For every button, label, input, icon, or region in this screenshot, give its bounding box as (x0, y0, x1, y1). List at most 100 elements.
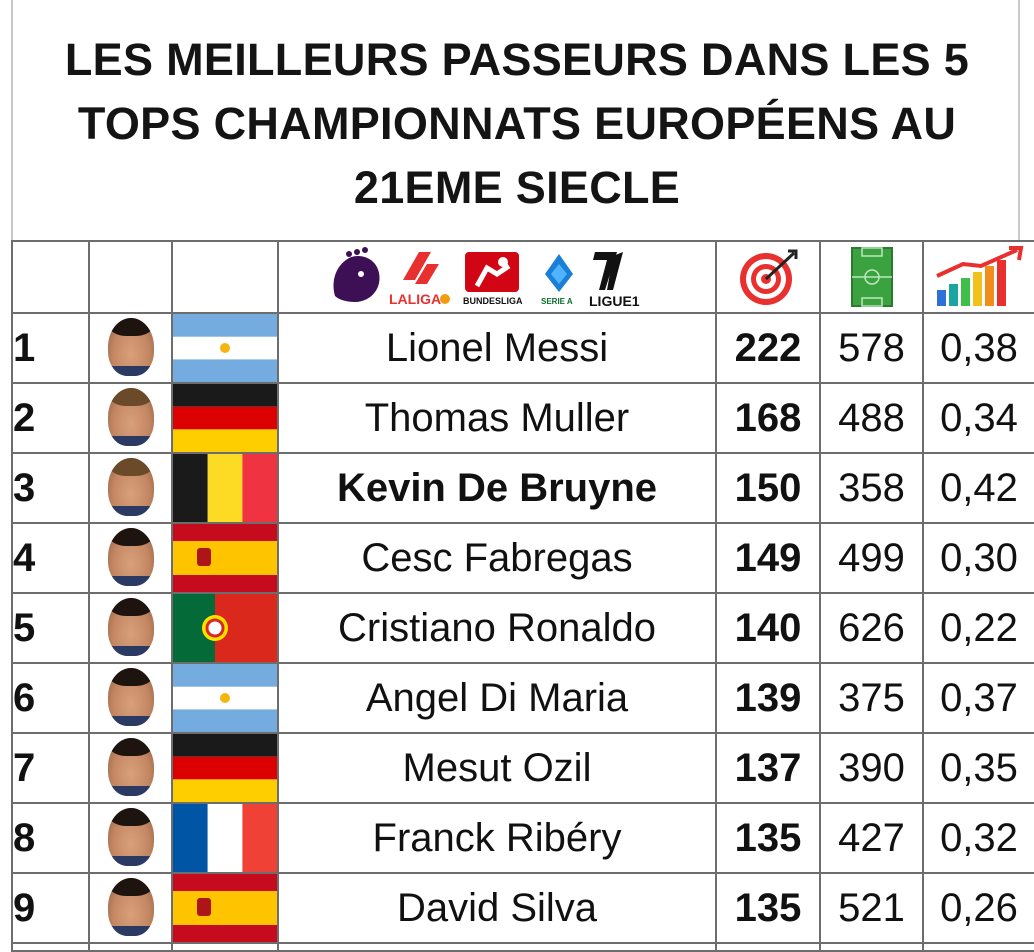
ratio-value: 0,42 (922, 452, 1034, 524)
avatar (107, 877, 154, 936)
assists-value: 150 (715, 452, 821, 524)
flag-cell (171, 802, 279, 874)
argentina-flag-icon (174, 665, 276, 731)
league-logos: LALIGA BUNDESLIGA (280, 243, 714, 311)
player-photo-cell (88, 732, 173, 804)
rank-cell: 2 (11, 382, 90, 454)
bar-chart-icon (936, 246, 1024, 306)
avatar (107, 457, 154, 516)
player-name: Mesut Ozil (277, 732, 717, 804)
table-row: 8 Franck Ribéry 135 427 0,32 (11, 802, 1034, 874)
ranking-table: LALIGA BUNDESLIGA (11, 240, 1034, 952)
league-logos-strip: LALIGA BUNDESLIGA (333, 247, 640, 309)
assists-value: 140 (715, 592, 821, 664)
player-name: David Silva (277, 872, 717, 944)
flag-cell (171, 452, 279, 524)
belgium-flag-icon (174, 455, 276, 521)
flag-cell (171, 312, 279, 384)
avatar (107, 807, 154, 866)
header-matches-cell (819, 240, 924, 314)
rank-cell: 3 (11, 452, 90, 524)
matches-value: 375 (819, 662, 924, 734)
rank-cell: 5 (11, 592, 90, 664)
player-name: Kevin De Bruyne (277, 452, 717, 524)
player-photo-cell (88, 802, 173, 874)
assists-value: 135 (715, 802, 821, 874)
player-name: Franck Ribéry (277, 802, 717, 874)
matches-value: 358 (819, 452, 924, 524)
ratio-value: 0,22 (922, 592, 1034, 664)
frame-border-right (1018, 0, 1020, 240)
matches-value: 626 (819, 592, 924, 664)
avatar (107, 527, 154, 586)
germany-flag-icon (174, 735, 276, 801)
matches-value: 488 (819, 382, 924, 454)
table-header-row: LALIGA BUNDESLIGA (11, 240, 1034, 314)
cut-off-cell (922, 942, 1034, 952)
title-line: 21EME SIECLE (353, 162, 681, 213)
assists-value: 149 (715, 522, 821, 594)
table-row: 4 Cesc Fabregas 149 499 0,30 (11, 522, 1034, 594)
rank-cell: 8 (11, 802, 90, 874)
table-row: 7 Mesut Ozil 137 390 0,35 (11, 732, 1034, 804)
header-ratio-cell (922, 240, 1034, 314)
argentina-flag-icon (174, 315, 276, 381)
matches-value: 578 (819, 312, 924, 384)
player-name: Cesc Fabregas (277, 522, 717, 594)
frame-border-left (11, 0, 13, 240)
page-title: LES MEILLEURS PASSEURS DANS LES 5 TOPS C… (0, 28, 1034, 220)
player-name: Angel Di Maria (277, 662, 717, 734)
player-name: Lionel Messi (277, 312, 717, 384)
rank-cell: 1 (11, 312, 90, 384)
ratio-value: 0,32 (922, 802, 1034, 874)
spain-flag-icon (174, 875, 276, 941)
assists-value: 137 (715, 732, 821, 804)
player-photo-cell (88, 662, 173, 734)
rank-cell: 6 (11, 662, 90, 734)
assists-value: 135 (715, 872, 821, 944)
table-row: 1 Lionel Messi 222 578 0,38 (11, 312, 1034, 384)
title-line: TOPS CHAMPIONNATS EUROPÉENS AU (77, 98, 957, 149)
flag-cell (171, 382, 279, 454)
flag-cell (171, 732, 279, 804)
avatar (107, 737, 154, 796)
france-flag-icon (174, 805, 276, 871)
cut-off-cell (715, 942, 821, 952)
table-row-cut-off (11, 942, 1034, 952)
seriea-text: SERIE A (541, 297, 573, 306)
table-row: 5 Cristiano Ronaldo 140 626 0,22 (11, 592, 1034, 664)
matches-value: 499 (819, 522, 924, 594)
matches-value: 390 (819, 732, 924, 804)
assists-value: 222 (715, 312, 821, 384)
player-photo-cell (88, 522, 173, 594)
flag-cell (171, 662, 279, 734)
table-row: 6 Angel Di Maria 139 375 0,37 (11, 662, 1034, 734)
player-name: Cristiano Ronaldo (277, 592, 717, 664)
cut-off-cell (11, 942, 90, 952)
matches-value: 521 (819, 872, 924, 944)
spain-flag-icon (174, 525, 276, 591)
germany-flag-icon (174, 385, 276, 451)
avatar (107, 387, 154, 446)
table-row: 3 Kevin De Bruyne 150 358 0,42 (11, 452, 1034, 524)
header-leagues-cell: LALIGA BUNDESLIGA (277, 240, 717, 314)
ligue1-text: LIGUE1 (589, 293, 640, 309)
ligue1-logo: LIGUE1 (589, 252, 640, 309)
flag-cell (171, 872, 279, 944)
rank-cell: 9 (11, 872, 90, 944)
avatar (107, 667, 154, 726)
header-flag-cell (171, 240, 279, 314)
player-photo-cell (88, 382, 173, 454)
avatar (107, 317, 154, 376)
rank-cell: 7 (11, 732, 90, 804)
title-line: LES MEILLEURS PASSEURS DANS LES 5 (64, 34, 970, 85)
table-row: 2 Thomas Muller 168 488 0,34 (11, 382, 1034, 454)
bundesliga-text: BUNDESLIGA (463, 296, 523, 306)
assists-value: 168 (715, 382, 821, 454)
cut-off-cell (277, 942, 717, 952)
assists-value: 139 (715, 662, 821, 734)
cut-off-cell (88, 942, 173, 952)
ratio-value: 0,38 (922, 312, 1034, 384)
target-icon (740, 249, 798, 305)
